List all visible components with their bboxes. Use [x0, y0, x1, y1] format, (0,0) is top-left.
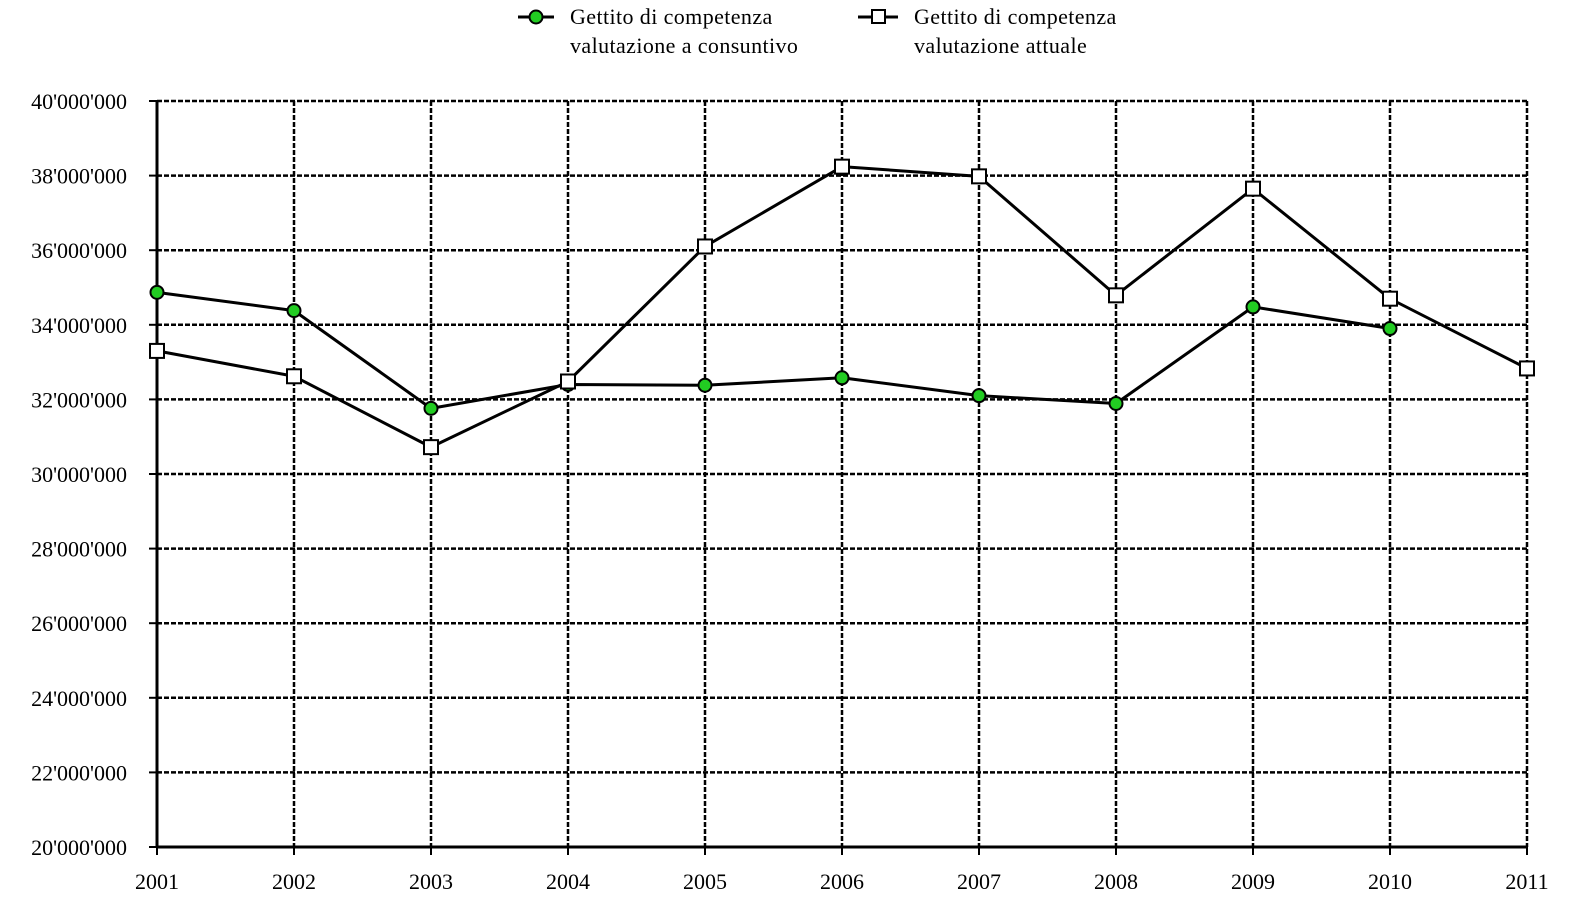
y-tick-label: 32'000'000	[31, 387, 127, 412]
data-point-square	[834, 158, 850, 175]
x-tick-label: 2002	[272, 869, 316, 894]
legend-label-consuntivo-line2: valutazione a consuntivo	[570, 33, 798, 58]
data-point-square	[1108, 287, 1124, 304]
data-point-square	[1519, 360, 1535, 377]
data-point-circle	[1108, 396, 1124, 412]
data-point-square	[286, 368, 302, 385]
legend-label-attuale-line2: valutazione attuale	[914, 33, 1087, 58]
data-point-circle	[149, 284, 165, 300]
data-point-circle	[697, 377, 713, 393]
y-tick-label: 40'000'000	[31, 89, 127, 114]
x-tick-label: 2003	[409, 869, 453, 894]
axes	[149, 100, 1528, 855]
legend-label-consuntivo-line1: Gettito di competenza	[570, 4, 773, 29]
legend-label-attuale-line1: Gettito di competenza	[914, 4, 1117, 29]
y-tick-label: 38'000'000	[31, 164, 127, 189]
data-point-circle	[971, 388, 987, 404]
x-tick-label: 2007	[957, 869, 1001, 894]
grid	[157, 99, 1529, 849]
x-tick-label: 2005	[683, 869, 727, 894]
data-point-square	[697, 238, 713, 255]
y-tick-label: 34'000'000	[31, 313, 127, 338]
legend-item-consuntivo: Gettito di competenza valutazione a cons…	[518, 4, 798, 58]
x-tick-label: 2009	[1231, 869, 1275, 894]
y-tick-label: 36'000'000	[31, 238, 127, 263]
tick-labels: 20'000'000 22'000'000 24'000'000 26'000'000…	[31, 89, 1549, 894]
legend-marker-square-icon	[871, 9, 886, 24]
x-tick-label: 2008	[1094, 869, 1138, 894]
data-point-circle	[834, 370, 850, 386]
data-point-circle	[423, 400, 439, 416]
data-point-square	[560, 373, 576, 390]
data-point-square	[971, 168, 987, 185]
data-point-circle	[286, 303, 302, 319]
y-tick-label: 22'000'000	[31, 760, 127, 785]
legend: Gettito di competenza valutazione a cons…	[518, 4, 1117, 58]
data-point-square	[1382, 290, 1398, 307]
x-tick-label: 2011	[1505, 869, 1548, 894]
x-tick-label: 2001	[135, 869, 179, 894]
series-line-0	[156, 290, 1391, 410]
y-tick-label: 24'000'000	[31, 686, 127, 711]
y-tick-label: 30'000'000	[31, 462, 127, 487]
legend-marker-circle-icon	[528, 9, 544, 25]
x-tick-label: 2010	[1368, 869, 1412, 894]
x-tick-label: 2004	[546, 869, 590, 894]
data-point-circle	[1245, 299, 1261, 315]
y-tick-label: 26'000'000	[31, 611, 127, 636]
series	[149, 158, 1535, 456]
y-tick-label: 20'000'000	[31, 835, 127, 860]
legend-item-attuale: Gettito di competenza valutazione attual…	[858, 4, 1117, 58]
y-tick-label: 28'000'000	[31, 537, 127, 562]
x-tick-label: 2006	[820, 869, 864, 894]
data-point-circle	[1382, 321, 1398, 337]
data-point-square	[1245, 180, 1261, 197]
data-point-square	[149, 342, 165, 359]
data-point-square	[423, 439, 439, 456]
